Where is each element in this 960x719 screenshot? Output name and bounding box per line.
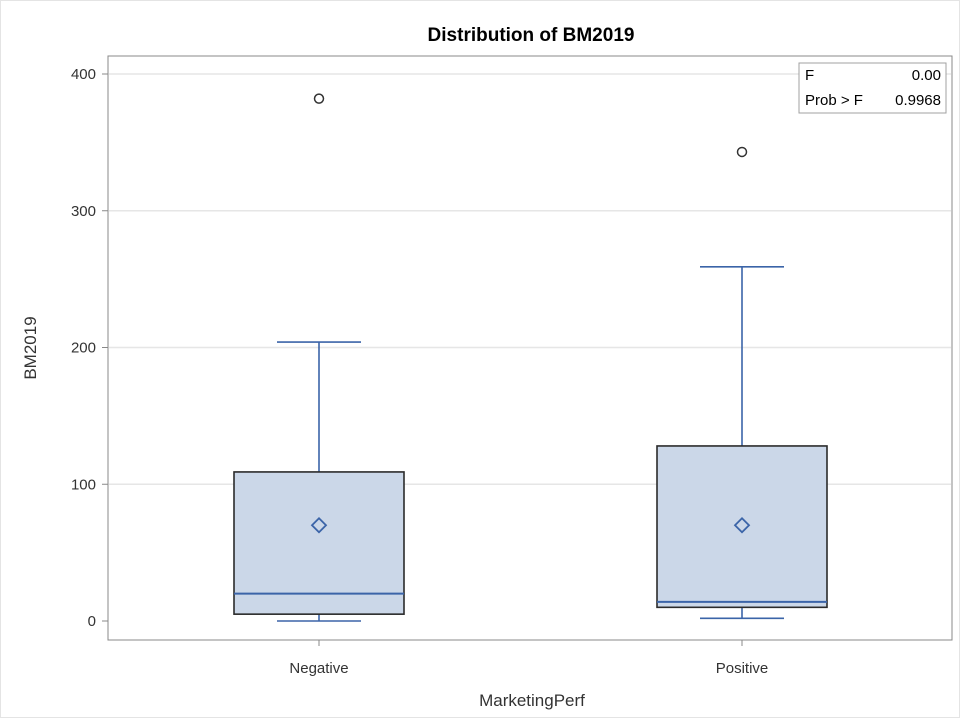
stat-f-label: F bbox=[805, 67, 814, 84]
chart-title: Distribution of BM2019 bbox=[428, 25, 635, 46]
interquartile-box bbox=[656, 445, 828, 609]
mean-marker bbox=[733, 517, 751, 534]
mean-marker bbox=[310, 517, 328, 534]
x-tick-label: Positive bbox=[716, 660, 769, 677]
outlier-point bbox=[736, 146, 748, 158]
y-tick-label: 0 bbox=[88, 613, 96, 630]
y-tick-label: 100 bbox=[71, 476, 96, 493]
y-tick-label: 300 bbox=[71, 203, 96, 220]
y-tick-label: 200 bbox=[71, 340, 96, 357]
stats-inset-box bbox=[798, 62, 947, 114]
x-axis-ticks: Negative Positive bbox=[289, 640, 768, 677]
y-axis-ticks: 0 100 200 300 400 bbox=[71, 66, 108, 630]
interquartile-box bbox=[233, 471, 405, 615]
y-tick-label: 400 bbox=[71, 66, 96, 83]
y-axis-label: BM2019 bbox=[21, 316, 40, 379]
x-tick-label: Negative bbox=[289, 660, 348, 677]
outlier-point bbox=[313, 93, 325, 104]
box-positive bbox=[656, 146, 828, 620]
box-series bbox=[233, 93, 828, 622]
stat-f-value: 0.00 bbox=[912, 67, 941, 84]
x-axis-label: MarketingPerf bbox=[479, 691, 585, 710]
stat-prob-value: 0.9968 bbox=[895, 92, 941, 109]
box-negative bbox=[233, 93, 405, 622]
stats-inset: F 0.00 Prob > F 0.9968 bbox=[798, 62, 947, 114]
stat-prob-label: Prob > F bbox=[805, 92, 863, 109]
